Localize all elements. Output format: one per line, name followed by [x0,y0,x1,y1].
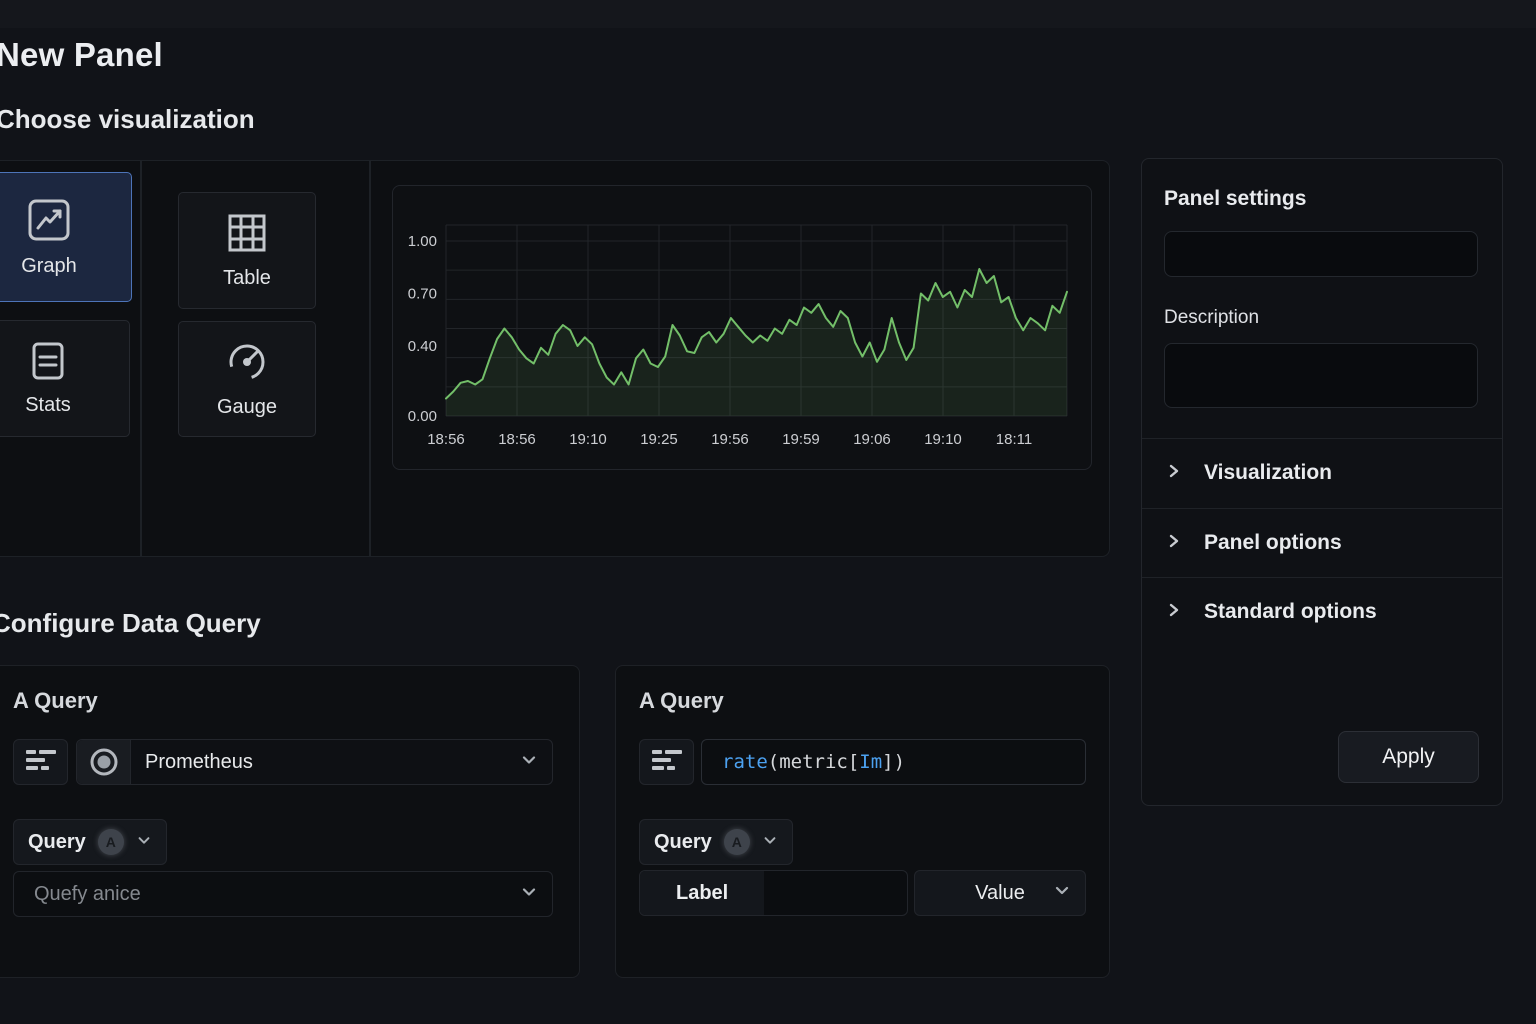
query-type-label: Query [654,830,712,853]
description-textarea[interactable] [1164,343,1478,408]
gauge-icon [225,340,269,384]
query-card-heading: A Query [13,688,98,713]
svg-text:19:56: 19:56 [711,431,749,448]
svg-text:19:06: 19:06 [853,431,891,448]
viz-option-gauge[interactable]: Gauge [178,321,316,437]
viz-option-stats[interactable]: Stats [0,320,130,437]
panel-settings-heading: Panel settings [1164,187,1307,210]
query-card-2: A Query rate (metric[Im]) Query A Label V… [615,665,1110,978]
viz-option-graph[interactable]: Graph [0,172,132,302]
divider [1142,508,1502,509]
panel-title-input[interactable] [1164,231,1478,277]
viz-option-table[interactable]: Table [178,192,316,309]
chevron-right-icon [1166,602,1182,623]
viz-option-label: Table [223,267,271,289]
viz-option-label: Gauge [216,395,278,418]
chevron-right-icon [1166,463,1182,484]
description-label: Description [1164,307,1260,328]
configure-data-query-heading: Configure Data Query [0,608,261,638]
viz-option-label: Graph [21,254,77,277]
svg-text:0.00: 0.00 [408,408,437,425]
query-card-1: A Query Prometheus Query A Quefy anice [0,665,580,978]
query-type-button[interactable]: Query A [639,819,793,865]
svg-text:18:11: 18:11 [996,431,1032,448]
query-expression-select[interactable]: Quefy anice [13,871,553,917]
query-options-button[interactable] [639,739,694,785]
choose-visualization-heading: Choose visualization [0,104,255,134]
query-options-button[interactable] [13,739,68,785]
list-icon [25,749,56,776]
query-type-button[interactable]: Query A [13,819,167,865]
svg-text:19:59: 19:59 [782,431,820,448]
section-label: Standard options [1204,600,1377,623]
prometheus-icon [77,740,131,784]
promql-expression-input[interactable]: rate (metric[Im]) [701,739,1086,785]
svg-text:19:10: 19:10 [569,431,607,448]
chevron-right-icon [1166,533,1182,554]
datasource-select[interactable]: Prometheus [76,739,553,785]
label-field[interactable]: Label [639,870,908,916]
section-label: Panel options [1204,531,1342,554]
chevron-down-icon [136,832,152,853]
table-icon [225,211,269,255]
svg-text:18:56: 18:56 [498,431,536,448]
apply-button[interactable]: Apply [1338,731,1479,783]
chevron-down-icon [762,832,778,853]
viz-option-label: Stats [25,394,71,416]
svg-text:1.00: 1.00 [408,233,437,250]
query-type-label: Query [28,830,86,853]
datasource-name: Prometheus [145,750,253,773]
svg-text:19:25: 19:25 [640,431,678,448]
preview-line-chart: 1.00 0.70 0.40 0.00 18:56 18:56 19:10 19:25 19:5… [393,186,1091,474]
query-card-heading: A Query [639,688,724,713]
list-icon [651,749,682,776]
stats-icon [27,340,69,382]
value-select-text: Value [975,881,1025,904]
chart-preview-card: 1.00 0.70 0.40 0.00 18:56 18:56 19:10 19:25 19:5… [392,185,1092,470]
panel-settings-sidebar: Panel settings Description Visualization… [1141,158,1503,806]
query-ref-badge: A [723,829,750,855]
section-panel-options[interactable]: Panel options [1142,508,1502,578]
divider [1142,577,1502,578]
svg-text:0.70: 0.70 [408,286,437,303]
window-top-strip [0,0,1536,28]
svg-text:18:56: 18:56 [427,431,465,448]
value-select[interactable]: Value [914,870,1086,916]
svg-text:0.40: 0.40 [408,338,437,355]
chevron-down-icon [1053,881,1071,905]
section-label: Visualization [1204,461,1332,484]
section-standard-options[interactable]: Standard options [1142,577,1502,647]
svg-text:19:10: 19:10 [924,431,962,448]
query-expression-placeholder: Quefy anice [34,882,141,905]
section-visualization[interactable]: Visualization [1142,438,1502,508]
page-title: New Panel [0,36,163,73]
chevron-down-icon [520,883,538,906]
graph-icon [26,197,72,243]
divider [1142,438,1502,439]
label-field-text: Label [640,871,765,915]
query-ref-badge: A [97,829,124,855]
chevron-down-icon [520,751,538,774]
